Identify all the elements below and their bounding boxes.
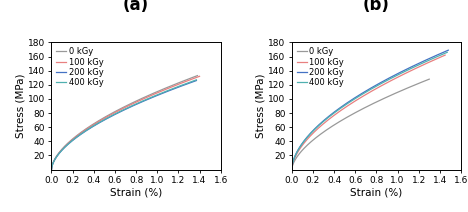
- 0 kGy: [289, 168, 294, 171]
- 100 kGy: [400, 74, 405, 76]
- X-axis label: Strain (%): Strain (%): [110, 188, 162, 198]
- 100 kGy: [97, 120, 102, 122]
- 0 kGy: [106, 113, 112, 116]
- X-axis label: Strain (%): Strain (%): [350, 188, 402, 198]
- Line: 200 kGy: 200 kGy: [51, 81, 197, 170]
- 0 kGy: [388, 94, 394, 96]
- 0 kGy: [389, 94, 395, 96]
- 100 kGy: [386, 81, 391, 83]
- Y-axis label: Stress (MPa): Stress (MPa): [15, 74, 25, 138]
- 400 kGy: [106, 116, 112, 119]
- 100 kGy: [289, 168, 294, 171]
- 400 kGy: [154, 94, 160, 96]
- Line: 400 kGy: 400 kGy: [292, 52, 447, 170]
- 400 kGy: [140, 100, 146, 102]
- Text: (a): (a): [123, 0, 149, 14]
- Line: 0 kGy: 0 kGy: [51, 76, 197, 170]
- Line: 100 kGy: 100 kGy: [51, 76, 199, 170]
- 400 kGy: [307, 132, 313, 135]
- 0 kGy: [155, 90, 161, 93]
- 400 kGy: [66, 142, 72, 145]
- 400 kGy: [402, 70, 408, 73]
- Text: (b): (b): [363, 0, 390, 14]
- 0 kGy: [154, 91, 160, 93]
- 200 kGy: [351, 97, 357, 100]
- 400 kGy: [96, 121, 102, 124]
- 400 kGy: [49, 168, 54, 171]
- 100 kGy: [350, 101, 355, 104]
- 400 kGy: [351, 99, 356, 101]
- 400 kGy: [445, 51, 450, 54]
- 200 kGy: [153, 95, 159, 97]
- 0 kGy: [96, 119, 102, 122]
- 0 kGy: [195, 74, 200, 77]
- 100 kGy: [401, 73, 406, 76]
- Line: 0 kGy: 0 kGy: [292, 79, 429, 170]
- 400 kGy: [153, 94, 159, 97]
- 400 kGy: [194, 79, 199, 81]
- 200 kGy: [106, 116, 112, 119]
- 100 kGy: [442, 54, 448, 56]
- 0 kGy: [306, 143, 311, 145]
- 100 kGy: [339, 109, 344, 111]
- 0 kGy: [375, 100, 381, 102]
- 200 kGy: [96, 122, 102, 124]
- 0 kGy: [426, 78, 432, 80]
- 200 kGy: [49, 168, 54, 171]
- 200 kGy: [388, 76, 393, 79]
- 200 kGy: [403, 68, 409, 71]
- 100 kGy: [155, 91, 161, 94]
- Legend: 0 kGy, 100 kGy, 200 kGy, 400 kGy: 0 kGy, 100 kGy, 200 kGy, 400 kGy: [294, 45, 346, 90]
- 200 kGy: [154, 94, 160, 97]
- 100 kGy: [49, 168, 54, 171]
- 200 kGy: [446, 49, 451, 52]
- 400 kGy: [387, 78, 392, 80]
- 0 kGy: [344, 116, 349, 119]
- 100 kGy: [197, 75, 202, 78]
- 400 kGy: [289, 168, 294, 171]
- Line: 400 kGy: 400 kGy: [51, 80, 197, 170]
- 100 kGy: [107, 114, 113, 116]
- 200 kGy: [66, 142, 72, 145]
- 200 kGy: [308, 132, 314, 134]
- 200 kGy: [340, 105, 345, 107]
- 100 kGy: [156, 91, 162, 93]
- 0 kGy: [140, 96, 146, 99]
- 200 kGy: [140, 100, 146, 103]
- 200 kGy: [194, 79, 199, 82]
- Legend: 0 kGy, 100 kGy, 200 kGy, 400 kGy: 0 kGy, 100 kGy, 200 kGy, 400 kGy: [54, 45, 106, 90]
- Line: 200 kGy: 200 kGy: [292, 50, 448, 170]
- 200 kGy: [402, 69, 408, 71]
- 100 kGy: [307, 135, 313, 137]
- 400 kGy: [340, 106, 345, 108]
- 0 kGy: [49, 168, 54, 171]
- 400 kGy: [401, 71, 407, 73]
- 0 kGy: [66, 141, 72, 143]
- Line: 100 kGy: 100 kGy: [292, 55, 445, 170]
- 100 kGy: [142, 97, 147, 100]
- 100 kGy: [66, 141, 72, 144]
- 200 kGy: [289, 168, 294, 171]
- 0 kGy: [334, 122, 339, 125]
- Y-axis label: Stress (MPa): Stress (MPa): [256, 74, 265, 138]
